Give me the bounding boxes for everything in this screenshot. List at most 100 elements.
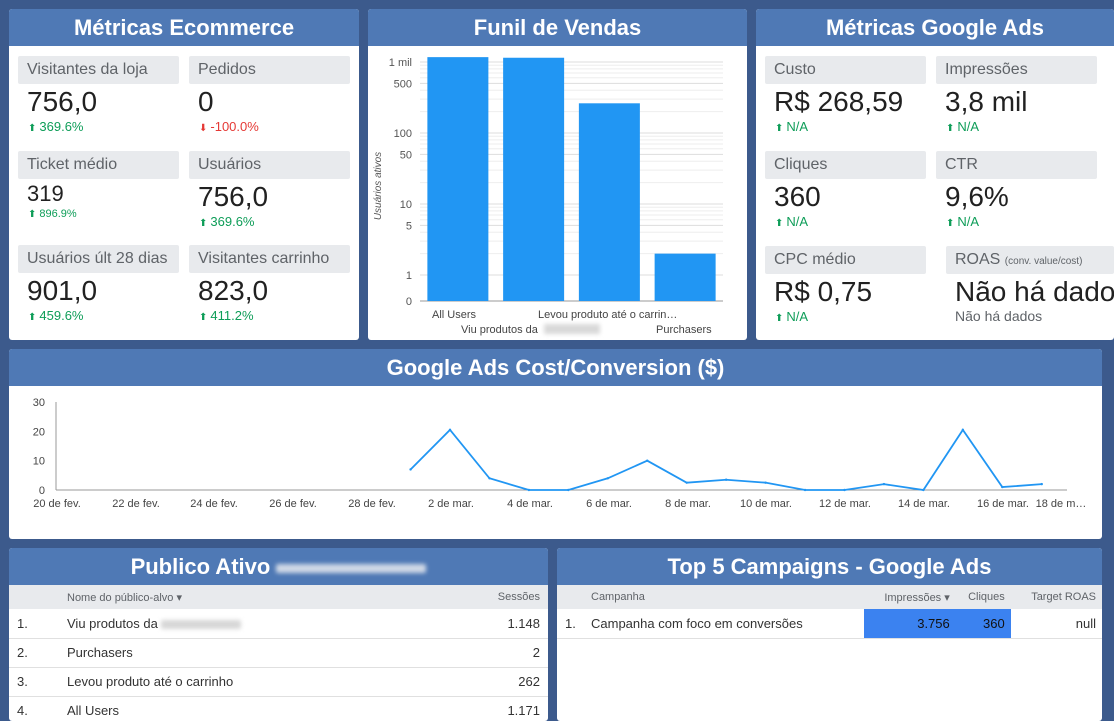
tile-value: 360 <box>774 181 821 212</box>
googleads-tile: CPC médio R$ 0,75 ⬆ N/A <box>765 246 926 324</box>
roas-label: ROAS (conv. value/cost) <box>946 246 1114 274</box>
table-row[interactable]: 1. Viu produtos da 1.148 <box>9 609 548 639</box>
x-tick-label: 24 de fev. <box>190 498 238 510</box>
ecommerce-tile: Visitantes carrinho 823,0 ⬆ 411.2% <box>189 245 350 323</box>
tile-label: Pedidos <box>189 56 350 84</box>
x-tick-label: 28 de fev. <box>348 498 396 510</box>
line-point[interactable] <box>1040 482 1043 486</box>
tile-delta: ⬇ -100.0% <box>199 119 259 134</box>
col-target-roas[interactable]: Target ROAS <box>1010 585 1102 609</box>
y-tick-label: 10 <box>400 199 412 211</box>
roas-tile: ROAS (conv. value/cost) Não há dados Não… <box>946 246 1114 324</box>
campaigns-table: Campanha Impressões ▾ Cliques Target ROA… <box>557 585 1102 639</box>
col-impressions[interactable]: Impressões ▾ <box>863 585 956 609</box>
line-point[interactable] <box>448 428 452 432</box>
funnel-bar[interactable] <box>578 103 640 301</box>
tile-label: Impressões <box>936 56 1097 84</box>
roas-note: Não há dados <box>955 308 1043 324</box>
y-tick-label: 500 <box>394 78 412 90</box>
roas-value: Não há dados <box>955 276 1114 307</box>
ecommerce-panel: Métricas Ecommerce Visitantes da loja 756… <box>9 9 359 340</box>
x-tick-label: 2 de mar. <box>428 498 474 510</box>
redacted-blur <box>276 563 427 573</box>
col-campaign[interactable]: Campanha <box>591 585 864 609</box>
arrow-up-icon: ⬆ <box>775 218 784 229</box>
googleads-title: Métricas Google Ads <box>756 9 1114 46</box>
arrow-up-icon: ⬆ <box>775 123 784 134</box>
col-clicks[interactable]: Cliques <box>955 585 1011 609</box>
ecommerce-tile: Ticket médio 319 ⬆ 896.9% <box>18 151 179 220</box>
y-axis-label: Usuários ativos <box>373 152 384 220</box>
campaign-name: Campanha com foco em conversões <box>591 609 864 639</box>
publico-table: Nome do público-alvo ▾ Sessões 1. Viu pro… <box>9 585 548 721</box>
googleads-tile: Custo R$ 268,59 ⬆ N/A <box>765 56 926 134</box>
x-tick-label: 20 de fev. <box>33 498 81 510</box>
table-row[interactable]: 1. Campanha com foco em conversões 3.756 36… <box>557 609 1102 639</box>
y-tick-label: 10 <box>33 456 45 468</box>
line-point[interactable] <box>922 488 925 492</box>
table-row[interactable]: 3. Levou produto até o carrinho 262 <box>9 667 548 697</box>
col-sessions[interactable]: Sessões <box>440 585 548 609</box>
x-tick-label: 8 de mar. <box>665 498 711 510</box>
arrow-down-icon: ⬇ <box>199 123 208 134</box>
x-tick-label: Viu produtos da <box>461 324 539 336</box>
line-point[interactable] <box>606 477 609 480</box>
arrow-up-icon: ⬆ <box>775 313 784 324</box>
line-point[interactable] <box>488 477 491 480</box>
table-row[interactable]: 4. All Users 1.171 <box>9 696 548 721</box>
funnel-title: Funil de Vendas <box>368 9 747 46</box>
line-point[interactable] <box>567 488 570 492</box>
ecommerce-tile: Usuários últ 28 dias 901,0 ⬆ 459.6% <box>18 245 179 323</box>
publico-title: Publico Ativo <box>9 548 548 585</box>
line-point[interactable] <box>409 468 412 471</box>
x-tick-label: 18 de m… <box>1036 498 1087 510</box>
tile-delta: ⬆ 369.6% <box>199 214 255 229</box>
costconv-panel: Google Ads Cost/Conversion ($) 30 20 10 0 20… <box>9 349 1102 539</box>
line-point[interactable] <box>882 482 886 486</box>
y-tick-label: 1 mil <box>389 57 412 69</box>
x-tick-label: 26 de fev. <box>269 498 317 510</box>
x-tick-label: All Users <box>432 309 477 321</box>
redacted-blur <box>161 619 242 629</box>
campaigns-panel: Top 5 Campaigns - Google Ads Campanha Im… <box>557 548 1102 721</box>
line-point[interactable] <box>527 488 531 492</box>
funnel-bar[interactable] <box>427 57 489 301</box>
line-point[interactable] <box>724 478 728 481</box>
googleads-tile: Impressões 3,8 mil ⬆ N/A <box>936 56 1097 134</box>
ecommerce-tile: Usuários 756,0 ⬆ 369.6% <box>189 151 350 229</box>
tile-delta: ⬆ N/A <box>775 119 809 134</box>
tile-value: 823,0 <box>198 275 269 306</box>
y-tick-label: 30 <box>33 397 45 409</box>
row-number: 1. <box>557 609 591 639</box>
arrow-up-icon: ⬆ <box>946 123 955 134</box>
line-point[interactable] <box>843 488 846 492</box>
y-tick-label: 5 <box>406 220 412 232</box>
line-point[interactable] <box>646 459 649 462</box>
tile-value: R$ 0,75 <box>774 276 873 307</box>
tile-value: 3,8 mil <box>945 86 1028 117</box>
sessions-value: 1.148 <box>440 609 548 639</box>
tile-label: Usuários últ 28 dias <box>18 245 179 273</box>
funnel-bar[interactable] <box>503 57 565 301</box>
audience-name: All Users <box>67 696 441 721</box>
publico-panel: Publico Ativo Nome do público-alvo ▾ Ses… <box>9 548 548 721</box>
line-point[interactable] <box>685 481 688 484</box>
row-number: 1. <box>9 609 67 639</box>
line-point[interactable] <box>764 481 767 484</box>
funnel-bar[interactable] <box>654 253 716 301</box>
tile-delta: ⬆ N/A <box>946 119 980 134</box>
line-point[interactable] <box>1001 485 1004 489</box>
line-point[interactable] <box>803 488 807 492</box>
x-tick-label: 4 de mar. <box>507 498 553 510</box>
tile-label: CPC médio <box>765 246 926 274</box>
googleads-panel: Métricas Google Ads Custo R$ 268,59 ⬆ N/A Im… <box>756 9 1114 340</box>
googleads-tile: CTR 9,6% ⬆ N/A <box>936 151 1097 229</box>
tile-value: 756,0 <box>27 86 98 117</box>
cost-conversion-line[interactable] <box>409 428 1042 491</box>
table-row[interactable]: 2. Purchasers 2 <box>9 638 548 668</box>
line-point[interactable] <box>961 428 965 432</box>
arrow-up-icon: ⬆ <box>28 209 37 220</box>
arrow-up-icon: ⬆ <box>28 312 37 323</box>
col-audience-name[interactable]: Nome do público-alvo ▾ <box>67 585 441 609</box>
tile-delta: ⬆ 896.9% <box>28 208 77 220</box>
